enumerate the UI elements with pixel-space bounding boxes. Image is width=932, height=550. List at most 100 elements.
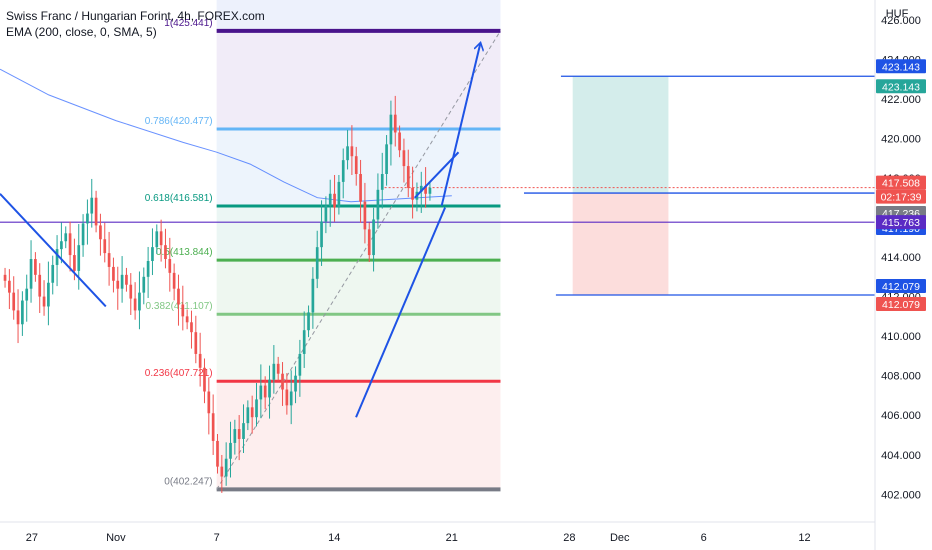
candle [294,375,297,392]
trendlines[interactable] [0,44,480,418]
price-label-bg [876,215,926,230]
ema-200-line [0,68,452,203]
candle [47,282,50,307]
candle [393,114,397,133]
x-tick-label: 12 [798,532,810,544]
fib-band [216,314,501,382]
candle [168,259,172,273]
candle [302,330,306,354]
fib-band-top [216,0,501,31]
candle [8,280,11,293]
fib-level-label: 0(402.247) [164,476,212,487]
price-label: 412.079 [882,281,920,293]
price-label-bg [876,175,926,190]
price-label-bg [876,189,926,204]
candle [125,274,128,285]
candle [376,189,380,220]
candle [99,225,102,240]
candle [25,288,29,301]
fib-level-label: 0.618(416.581) [145,193,213,204]
candle [216,440,219,467]
candle [159,231,163,246]
candle [233,429,237,443]
candle [73,255,76,271]
indicator-label[interactable]: EMA (200, close, 0, SMA, 5) [6,25,157,39]
fib-band [216,206,501,261]
candle [90,197,94,214]
horizontal-lines[interactable] [0,75,875,296]
candle [112,266,115,281]
candle [211,413,215,441]
candle [311,278,315,313]
candle [372,219,375,256]
candle [81,223,85,246]
candle [424,185,427,194]
candle [42,296,46,307]
price-labels: 423.143423.143417.50802:17:39417.236417.… [876,59,926,312]
fib-band [216,260,501,315]
trendline [414,151,460,199]
candle [29,259,33,289]
fib-level-label: 0.5(413.844) [156,247,213,258]
candle [207,391,211,414]
candle [129,284,133,299]
candle [359,174,362,202]
y-tick-label: 402.000 [881,489,921,501]
candle [259,385,263,400]
candle [289,391,293,406]
y-tick-label: 420.000 [881,133,921,145]
fib-band [216,381,501,490]
candle [55,249,59,265]
candle [246,407,250,424]
long-position-tool[interactable] [572,76,669,296]
candle [324,205,328,222]
candle [263,385,267,398]
y-tick-label: 426.000 [881,15,921,27]
candle [315,247,319,279]
position-stop-zone [572,193,669,296]
trend-arrow [440,44,481,206]
candle [181,304,185,317]
candle [3,274,7,281]
candle [411,187,414,200]
x-tick-label: 7 [214,532,220,544]
candle [198,353,202,368]
candle [86,213,89,224]
candle [142,276,146,293]
fib-level-label: 0.382(411.107) [146,301,213,312]
trendline [0,193,107,308]
candle [21,300,24,325]
candle [64,233,68,242]
candle [133,298,137,311]
candle [402,150,406,167]
price-axis-unit: HUF [886,8,909,20]
fib-level-label: 1(425.441) [164,18,212,29]
candle [250,407,254,418]
candle [116,280,120,289]
fibonacci-retracement[interactable]: 1(425.441) 0.786(420.477) 0.618(416.581) 0.… [145,0,501,492]
trendline [355,207,446,418]
fib-level-label: 0.236(407.721) [145,368,213,379]
candle [77,245,81,271]
price-label-bg [876,297,926,312]
candle [151,247,154,261]
candle [320,221,323,248]
x-tick-label: 27 [26,532,38,544]
candle [298,353,302,376]
candle [34,259,37,275]
symbol-title[interactable]: Swiss Franc / Hungarian Forint, 4h, FORE… [6,9,265,23]
y-tick-label: 406.000 [881,410,921,422]
candle [350,146,354,157]
candle [164,245,167,260]
candle [12,292,16,311]
candle [38,274,42,297]
candle [419,185,423,192]
candle [276,363,280,374]
y-tick-label: 404.000 [881,450,921,462]
candle [354,156,358,174]
candle [272,363,276,380]
candle [328,193,332,206]
x-tick-label: 21 [446,532,458,544]
x-tick-label: Dec [610,532,630,544]
